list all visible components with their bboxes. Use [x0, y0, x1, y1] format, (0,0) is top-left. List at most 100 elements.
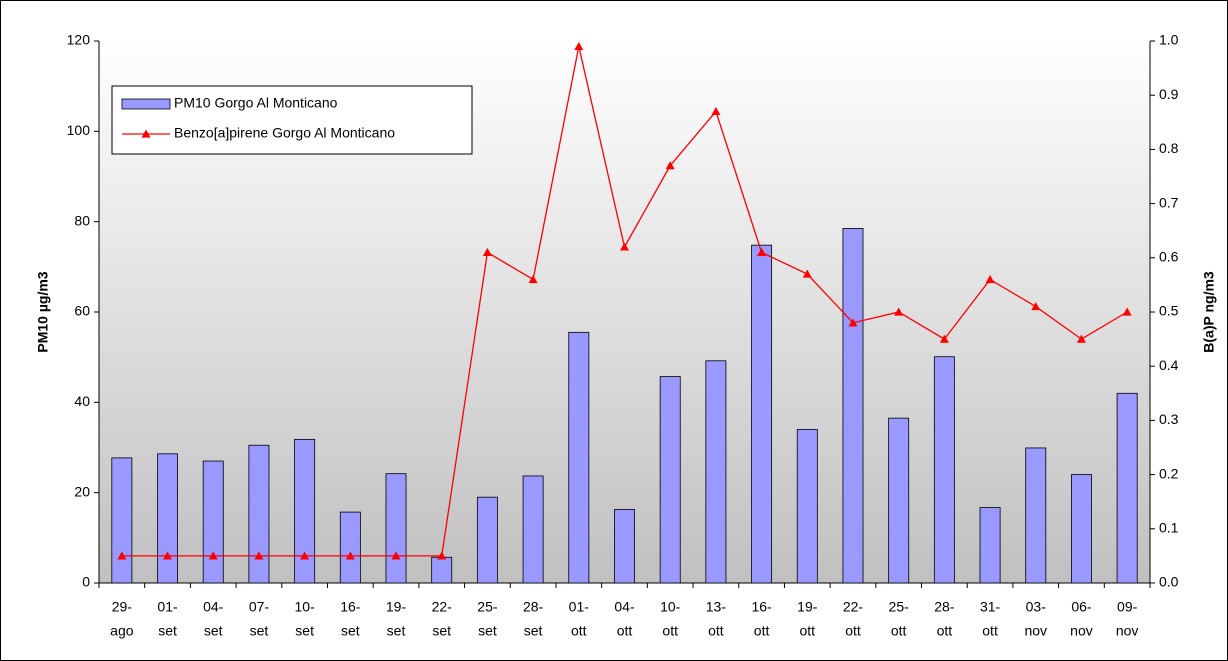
bar — [933, 356, 955, 584]
x-tick-label: ott — [754, 623, 770, 639]
x-tick-label: ott — [662, 623, 678, 639]
bar — [568, 331, 590, 584]
marker — [1076, 334, 1086, 343]
x-tick-label: 19- — [386, 599, 407, 615]
y2-tick-label: 0.1 — [1159, 520, 1179, 536]
y-tick-label: 80 — [74, 212, 90, 228]
marker — [482, 247, 492, 256]
bar — [339, 511, 361, 584]
x-tick-label: 01- — [157, 599, 178, 615]
x-tick-label: ott — [937, 623, 953, 639]
y2-tick-label: 0.8 — [1159, 140, 1179, 156]
x-tick-label: 28- — [934, 599, 955, 615]
marker — [163, 551, 173, 560]
x-tick-label: 29- — [112, 599, 133, 615]
marker — [117, 551, 127, 560]
y-axis-label: PM10 µg/m3 — [35, 271, 51, 352]
marker — [528, 274, 538, 284]
y-tick-label: 120 — [67, 32, 91, 48]
x-tick-label: 04- — [203, 599, 224, 615]
y-tick-label: 60 — [74, 303, 90, 319]
marker — [300, 551, 310, 560]
y2-tick-label: 0.7 — [1159, 194, 1179, 210]
x-tick-label: 10- — [660, 599, 681, 615]
marker — [1031, 302, 1041, 311]
x-tick-label: set — [432, 623, 451, 639]
x-tick-label: 13- — [706, 599, 727, 615]
y-tick-label: 20 — [74, 483, 90, 499]
bar — [522, 475, 544, 584]
marker — [391, 551, 401, 560]
bar — [705, 360, 727, 584]
legend-box — [111, 85, 473, 155]
x-tick-label: set — [387, 623, 406, 639]
bar — [431, 556, 453, 584]
x-tick-label: 19- — [797, 599, 818, 615]
x-tick-label: ott — [982, 623, 998, 639]
x-tick-label: 25- — [477, 599, 498, 615]
bar — [796, 429, 818, 584]
bar — [888, 417, 910, 584]
bar — [385, 473, 407, 584]
x-tick-label: set — [204, 623, 223, 639]
marker — [665, 161, 675, 170]
bar — [751, 244, 773, 584]
y2-tick-label: 0.3 — [1159, 411, 1179, 427]
legend-label: PM10 Gorgo Al Monticano — [174, 95, 338, 111]
marker — [985, 274, 995, 284]
marker — [711, 106, 721, 116]
marker — [894, 307, 904, 316]
x-tick-label: 07- — [249, 599, 270, 615]
marker — [345, 551, 355, 560]
y2-tick-label: 0.5 — [1159, 303, 1179, 319]
x-tick-label: nov — [1070, 623, 1093, 639]
x-tick-label: 03- — [1026, 599, 1047, 615]
bar — [294, 438, 316, 584]
x-tick-label: 04- — [614, 599, 635, 615]
legend-label: Benzo[a]pirene Gorgo Al Monticano — [174, 125, 395, 141]
y-tick-label: 40 — [74, 393, 90, 409]
x-tick-label: ott — [571, 623, 587, 639]
x-tick-label: 22- — [843, 599, 864, 615]
x-tick-label: ott — [799, 623, 815, 639]
bar — [248, 444, 270, 584]
marker — [1122, 307, 1132, 316]
x-tick-label: set — [478, 623, 497, 639]
x-tick-label: set — [524, 623, 543, 639]
bar — [842, 228, 864, 584]
y2-tick-label: 0.6 — [1159, 249, 1179, 265]
x-tick-label: nov — [1024, 623, 1047, 639]
marker — [254, 551, 264, 560]
bar — [1116, 392, 1138, 584]
marker — [848, 318, 858, 327]
x-tick-label: 10- — [295, 599, 316, 615]
marker — [802, 269, 812, 278]
x-tick-label: 16- — [751, 599, 772, 615]
marker — [208, 551, 218, 560]
x-tick-label: set — [295, 623, 314, 639]
bar — [202, 460, 224, 584]
x-tick-label: 22- — [432, 599, 453, 615]
bar — [1071, 474, 1092, 584]
legend-marker — [141, 129, 151, 138]
x-tick-label: 16- — [340, 599, 361, 615]
x-tick-label: 28- — [523, 599, 544, 615]
x-tick-label: set — [158, 623, 177, 639]
marker — [574, 41, 584, 51]
x-tick-label: ott — [617, 623, 633, 639]
x-tick-label: 09- — [1117, 599, 1138, 615]
bar — [476, 496, 498, 584]
x-tick-label: 25- — [889, 599, 910, 615]
bar — [1025, 447, 1047, 584]
x-tick-label: nov — [1116, 623, 1139, 639]
x-tick-label: set — [250, 623, 269, 639]
bar — [979, 507, 1001, 584]
y2-tick-label: 0.2 — [1159, 465, 1179, 481]
marker — [437, 551, 447, 560]
y-tick-label: 100 — [67, 122, 91, 138]
x-tick-label: 31- — [980, 599, 1001, 615]
x-tick-label: ott — [845, 623, 861, 639]
y2-tick-label: 1.0 — [1159, 32, 1179, 48]
y2-tick-label: 0.9 — [1159, 86, 1179, 102]
